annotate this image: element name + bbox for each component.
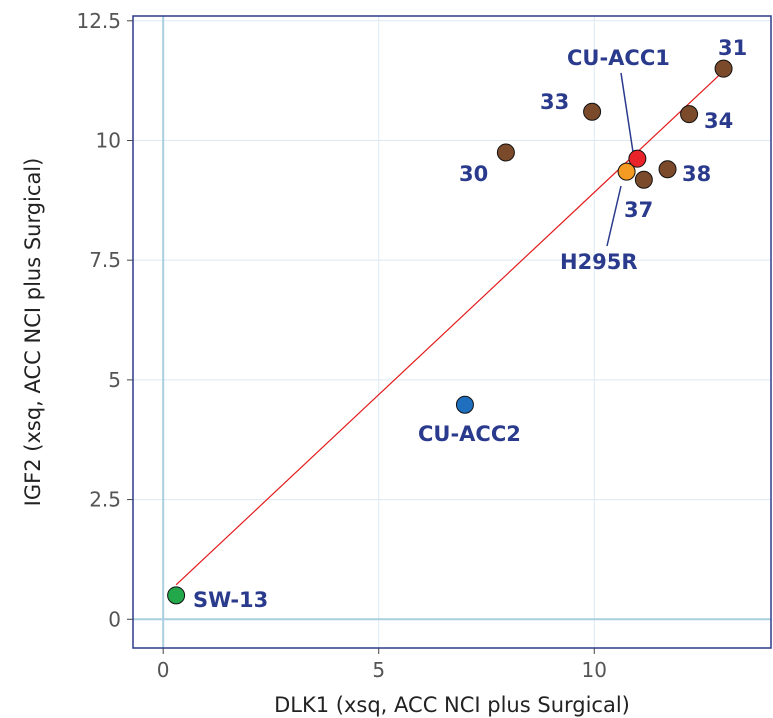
y-tick-label: 10 [96, 128, 121, 152]
leader-line [620, 72, 634, 153]
y-tick-label: 2.5 [89, 488, 121, 512]
point-label: 37 [624, 198, 653, 222]
grid [133, 16, 771, 648]
data-points [167, 59, 733, 605]
point-label: 31 [718, 36, 747, 60]
point-label: 34 [704, 109, 733, 133]
point-label: 30 [459, 162, 488, 186]
data-point [167, 586, 186, 605]
data-point [658, 160, 677, 179]
x-axis-title: DLK1 (xsq, ACC NCI plus Surgical) [274, 693, 630, 717]
data-point [680, 105, 699, 124]
y-tick-label: 0 [108, 607, 121, 631]
leader-line [606, 185, 622, 247]
point-labels: 31 33 34 30 38 37 CU-ACC1 H295R CU-ACC2 SW-13 [193, 36, 747, 612]
point-label: 38 [682, 162, 711, 186]
data-point [455, 395, 474, 414]
plot-frame [132, 15, 772, 649]
x-tick-label: 10 [582, 658, 607, 682]
y-tick-label: 7.5 [89, 248, 121, 272]
data-point [714, 59, 733, 78]
data-point [496, 143, 515, 162]
point-label: 33 [540, 90, 569, 114]
point-label: SW-13 [193, 588, 268, 612]
x-axis-ticks: 0 5 10 [157, 648, 607, 682]
point-label: CU-ACC1 [567, 46, 670, 70]
y-tick-label: 12.5 [76, 9, 121, 33]
y-tick-label: 5 [108, 368, 121, 392]
data-point [634, 170, 653, 189]
y-axis-ticks: 0 2.5 5 7.5 10 12.5 [76, 9, 133, 631]
leader-lines [606, 72, 634, 247]
fit-line-group [175, 70, 724, 586]
point-label: CU-ACC2 [418, 422, 521, 446]
fit-line [175, 70, 724, 586]
data-point [617, 162, 636, 181]
x-tick-label: 0 [157, 658, 170, 682]
point-label: H295R [560, 250, 638, 274]
data-point [628, 149, 647, 168]
x-tick-label: 5 [372, 658, 385, 682]
y-axis-title: IGF2 (xsq, ACC NCI plus Surgical) [21, 158, 45, 507]
zero-lines [133, 16, 771, 648]
data-point [583, 102, 602, 121]
